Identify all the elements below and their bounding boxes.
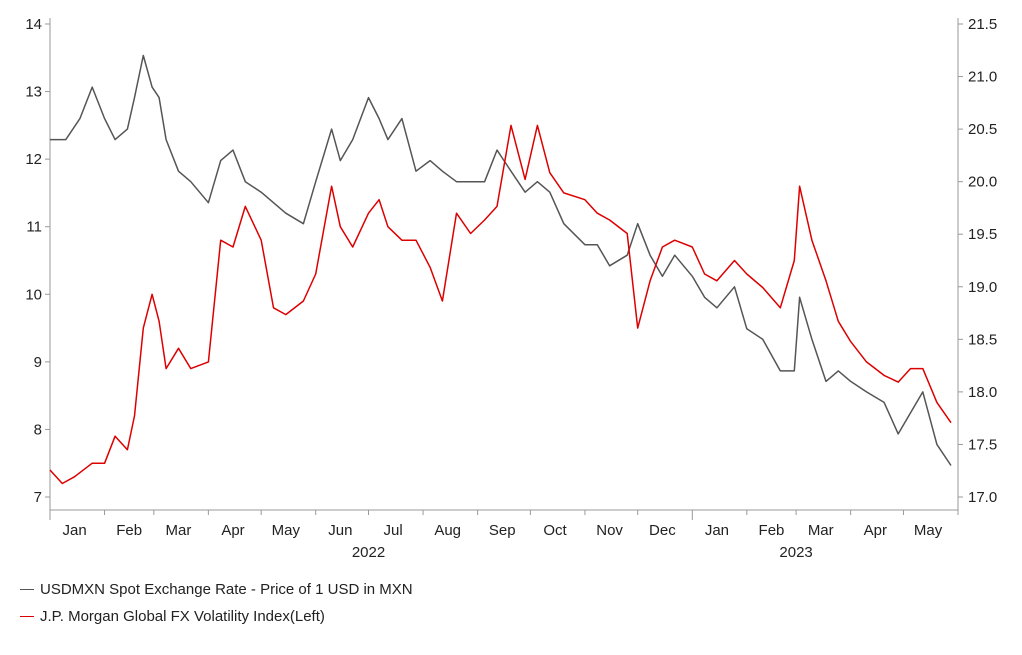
right-axis-tick-label: 21.0 xyxy=(968,69,997,86)
right-axis-tick-label: 18.5 xyxy=(968,331,997,348)
legend-label-fx-vol: J.P. Morgan Global FX Volatility Index(L… xyxy=(40,608,325,625)
left-axis-tick-label: 11 xyxy=(26,219,42,236)
left-axis-tick-label: 14 xyxy=(25,16,42,33)
left-axis-tick-label: 12 xyxy=(25,151,42,168)
series-line-usdmxn xyxy=(50,54,952,466)
right-axis-tick-label: 18.0 xyxy=(968,384,997,401)
x-axis-month-label: Dec xyxy=(649,522,676,539)
right-axis-tick-label: 19.5 xyxy=(968,226,997,243)
right-axis-tick-label: 17.5 xyxy=(968,436,997,453)
right-axis-tick-label: 17.0 xyxy=(968,489,997,506)
right-axis-tick-label: 20.0 xyxy=(968,174,997,191)
x-axis-month-label: Mar xyxy=(166,522,192,539)
x-axis-month-label: Jan xyxy=(705,522,729,539)
x-axis-month-label: Sep xyxy=(489,522,516,539)
x-axis-month-label: Jun xyxy=(328,522,352,539)
left-axis-tick-label: 7 xyxy=(34,489,42,506)
x-axis-year-label: 2023 xyxy=(779,544,812,561)
legend-label-usdmxn: USDMXN Spot Exchange Rate - Price of 1 U… xyxy=(40,581,413,598)
left-axis-tick-label: 8 xyxy=(34,421,42,438)
x-axis-month-label: Aug xyxy=(434,522,461,539)
x-axis-month-label: May xyxy=(914,522,943,539)
right-axis-tick-label: 19.0 xyxy=(968,279,997,296)
x-axis-month-label: May xyxy=(272,522,301,539)
x-axis-month-label: Oct xyxy=(543,522,567,539)
x-axis-year-label: 2022 xyxy=(352,544,385,561)
x-axis-month-label: Feb xyxy=(759,522,785,539)
series-layer xyxy=(49,54,952,485)
x-axis-month-label: Nov xyxy=(596,522,623,539)
legend-item-fx-vol: J.P. Morgan Global FX Volatility Index(L… xyxy=(20,603,413,630)
x-axis-month-label: Jul xyxy=(384,522,403,539)
axes: 7 8 9 10 11 12 13 14 17.0 17.5 18.0 18.5 19.0 19.5 20.… xyxy=(25,16,997,561)
right-axis-tick-label: 20.5 xyxy=(968,121,997,138)
right-axis-tick-label: 21.5 xyxy=(968,16,997,33)
left-axis-tick-label: 10 xyxy=(25,286,42,303)
left-axis-tick-label: 13 xyxy=(25,84,42,101)
x-axis-month-label: Mar xyxy=(808,522,834,539)
x-axis-month-label: Apr xyxy=(221,522,244,539)
series-line-fx-volatility xyxy=(49,124,952,485)
legend-swatch-usdmxn xyxy=(20,589,34,590)
legend-item-usdmxn: USDMXN Spot Exchange Rate - Price of 1 U… xyxy=(20,576,413,603)
x-axis-month-label: Apr xyxy=(864,522,887,539)
x-axis-month-label: Feb xyxy=(116,522,142,539)
legend: USDMXN Spot Exchange Rate - Price of 1 U… xyxy=(20,576,413,630)
left-axis-tick-label: 9 xyxy=(34,354,42,371)
legend-swatch-fx-vol xyxy=(20,616,34,617)
x-axis-month-label: Jan xyxy=(63,522,87,539)
